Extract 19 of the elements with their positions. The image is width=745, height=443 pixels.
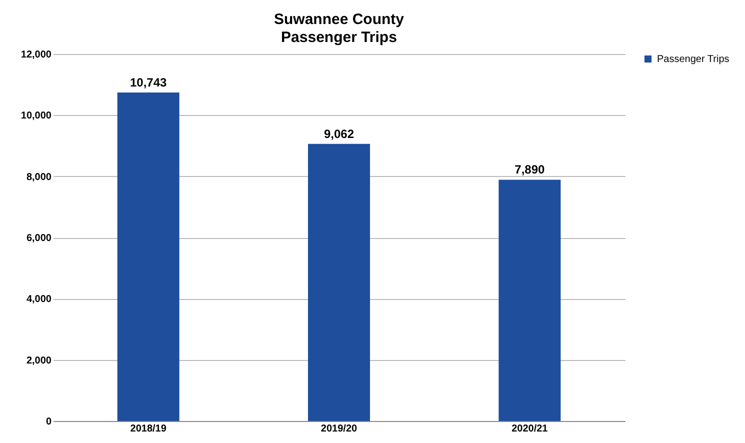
y-tick-label: 8,000 bbox=[26, 172, 52, 183]
data-label: 10,743 bbox=[130, 75, 168, 90]
y-tick-label: 0 bbox=[46, 416, 52, 428]
x-tick-label: 2019/20 bbox=[320, 424, 358, 434]
chart-subtitle: Passenger Trips bbox=[281, 29, 397, 46]
legend-label: Passenger Trips bbox=[657, 54, 730, 65]
y-tick-label: 2,000 bbox=[26, 355, 52, 366]
y-tick-label: 10,000 bbox=[20, 110, 52, 122]
chart-title: Suwannee County bbox=[274, 11, 405, 28]
data-label: 9,062 bbox=[324, 126, 354, 141]
y-tick-label: 12,000 bbox=[20, 50, 52, 60]
x-tick-label: 2020/21 bbox=[512, 424, 548, 434]
bar bbox=[498, 180, 561, 421]
bar bbox=[308, 144, 370, 421]
y-tick-label: 4,000 bbox=[26, 294, 52, 306]
y-tick-label: 6,000 bbox=[26, 233, 52, 244]
bar bbox=[117, 92, 180, 421]
x-tick-label: 2018/19 bbox=[130, 424, 167, 434]
data-label: 7,890 bbox=[514, 162, 546, 177]
